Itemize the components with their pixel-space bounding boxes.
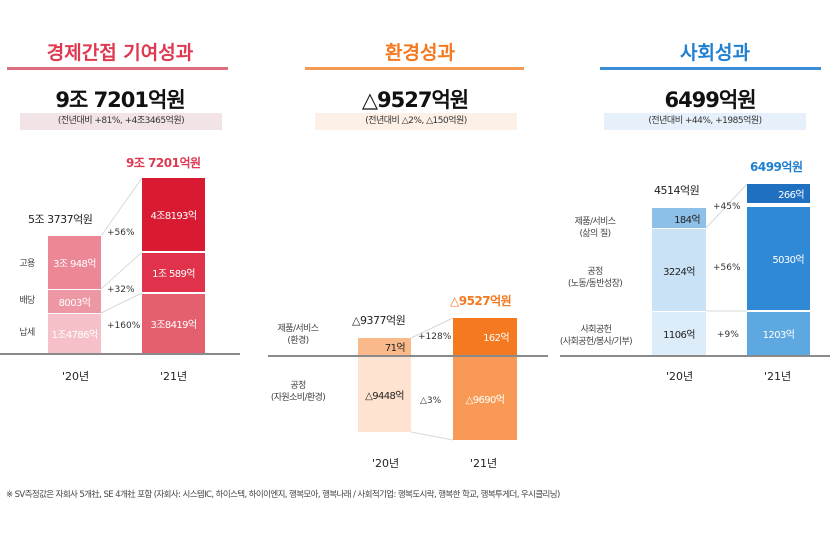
bar-2021-employment: 4조8193억 — [142, 178, 205, 251]
economic-change: (전년대비 +81%, +4조3465억원) — [20, 113, 222, 130]
bar-2020-products: 71억 — [358, 338, 411, 355]
bar-2021-products: 162억 — [453, 318, 517, 355]
year-label: '20년 — [62, 370, 90, 383]
environment-2020-total: △9377억원 — [352, 314, 406, 327]
economic-total: 9조 7201억원 — [55, 88, 185, 112]
year-label: '20년 — [372, 457, 400, 470]
bar-2021-contribution: 1203억 — [747, 312, 810, 355]
environment-change: (전년대비 △2%, △150억원) — [315, 113, 517, 130]
social-2020-total: 4514억원 — [654, 184, 700, 197]
economic-2020-total: 5조 3737억원 — [28, 213, 93, 226]
social-2021-total: 6499억원 — [750, 160, 803, 174]
environment-2021-total: △9527억원 — [450, 294, 512, 308]
bar-2021-tax: 3조8419억 — [142, 294, 205, 353]
environment-total: △9527억원 — [361, 88, 469, 112]
change-dividend: +32% — [107, 285, 135, 295]
social-total: 6499억원 — [664, 88, 756, 112]
environment-title: 환경성과 — [385, 42, 455, 64]
series-label-process: 공정 (노동/동반성장) — [567, 267, 623, 289]
bar-2020-process: △9448억 — [358, 357, 411, 432]
series-label-products: 제품/서비스 (삶의 질) — [574, 217, 616, 239]
change-tax: +160% — [107, 321, 141, 331]
baseline — [268, 355, 548, 357]
social-change: (전년대비 +44%, +1985억원) — [604, 113, 806, 130]
change-employment: +56% — [107, 228, 135, 238]
bar-2020-process: 3224억 — [652, 229, 706, 311]
economic-2021-total: 9조 7201억원 — [126, 156, 201, 170]
social-title: 사회성과 — [680, 42, 750, 64]
change-contribution: +9% — [717, 330, 739, 340]
year-label: '21년 — [764, 370, 792, 383]
economic-underline — [7, 67, 228, 70]
economic-title: 경제간접 기여성과 — [46, 42, 194, 64]
change-products: +45% — [713, 202, 741, 212]
environment-underline — [305, 67, 524, 70]
year-label: '20년 — [666, 370, 694, 383]
bar-2021-process: 5030억 — [747, 207, 810, 310]
series-label-process: 공정 (자원소비/환경) — [270, 381, 326, 403]
change-process: △3% — [420, 396, 442, 406]
social-underline — [600, 67, 821, 70]
bar-2020-products: 184억 — [652, 208, 706, 228]
series-label-contribution: 사회공헌 (사회공헌/봉사/기부) — [559, 325, 633, 347]
change-process: +56% — [713, 263, 741, 273]
footnote: ※ SV측정값은 자회사 5개社, SE 4개社 포함 (자회사: 시스템IC,… — [6, 490, 560, 500]
bar-2021-dividend: 1조 589억 — [142, 253, 205, 292]
change-products: +128% — [418, 332, 452, 342]
series-label-dividend: 배당 — [19, 296, 35, 306]
year-label: '21년 — [160, 370, 188, 383]
baseline — [0, 353, 240, 355]
bar-2020-tax: 1조4786억 — [48, 314, 101, 353]
bar-2020-dividend: 8003억 — [48, 290, 101, 313]
bar-2020-contribution: 1106억 — [652, 312, 706, 355]
series-label-products: 제품/서비스 (환경) — [277, 324, 319, 346]
bar-2021-products: 266억 — [747, 184, 810, 203]
bar-2020-employment: 3조 948억 — [48, 236, 101, 289]
bar-2021-process: △9690억 — [453, 357, 517, 440]
series-label-tax: 납세 — [19, 328, 35, 338]
baseline — [560, 355, 830, 357]
series-label-employment: 고용 — [19, 259, 35, 269]
year-label: '21년 — [470, 457, 498, 470]
